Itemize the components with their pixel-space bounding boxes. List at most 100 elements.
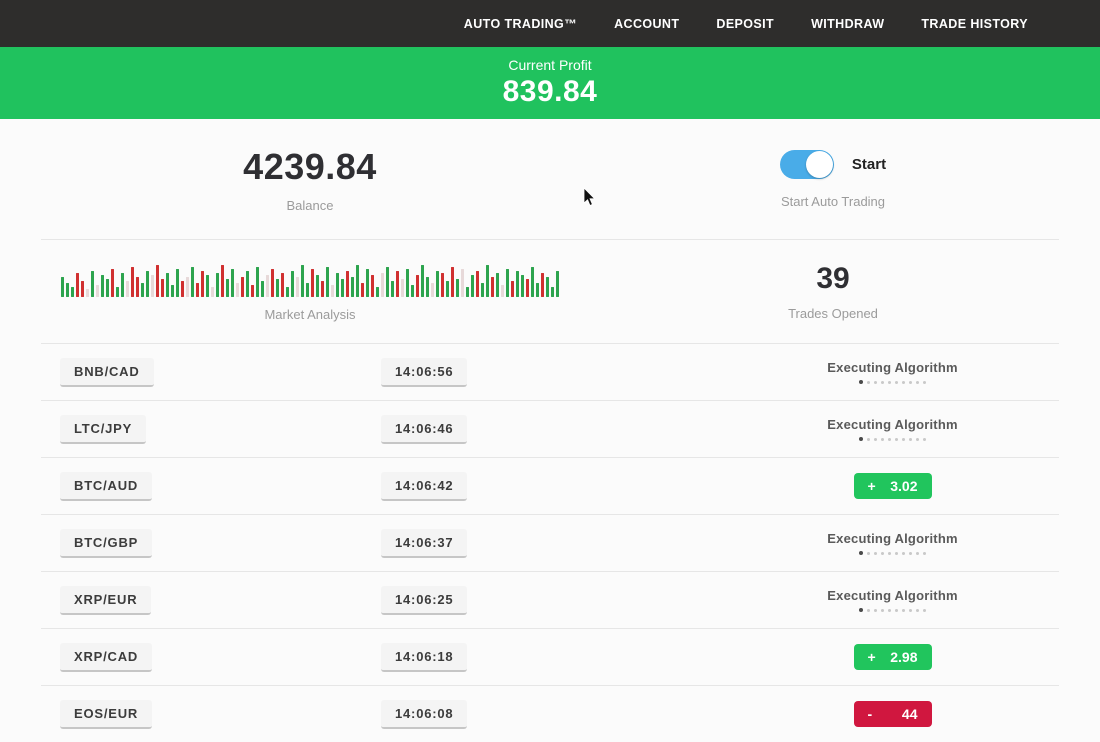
progress-dot <box>888 608 891 612</box>
market-bar <box>221 265 224 297</box>
executing-status: Executing Algorithm <box>726 531 1059 556</box>
market-bar <box>501 285 504 297</box>
market-bar <box>316 275 319 297</box>
market-bar <box>281 273 284 297</box>
progress-dot <box>859 608 863 613</box>
market-bar <box>551 287 554 297</box>
pair-chip[interactable]: LTC/JPY <box>60 414 147 444</box>
progress-dot <box>874 551 877 555</box>
market-bar <box>136 277 139 297</box>
market-bar <box>101 275 104 297</box>
market-bar <box>261 281 264 297</box>
executing-status: Executing Algorithm <box>726 588 1059 613</box>
market-bar <box>91 271 94 297</box>
market-bar <box>161 279 164 297</box>
balance-block: 4239.84 Balance <box>0 146 620 213</box>
market-bar <box>291 271 294 297</box>
time-cell: 14:06:37 <box>381 528 681 558</box>
progress-dot <box>874 608 877 612</box>
pair-cell: BTC/AUD <box>41 471 381 501</box>
market-bar <box>336 273 339 297</box>
pair-chip[interactable]: XRP/EUR <box>60 585 152 615</box>
progress-dot <box>909 437 912 441</box>
market-bar <box>401 279 404 297</box>
nav-item-deposit[interactable]: DEPOSIT <box>716 16 775 31</box>
market-bar <box>286 287 289 297</box>
time-cell: 14:06:56 <box>381 357 681 387</box>
market-bar <box>246 271 249 297</box>
market-bar <box>276 279 279 297</box>
trade-time-chip: 14:06:08 <box>381 699 468 729</box>
market-bar <box>296 277 299 297</box>
pair-chip[interactable]: BTC/AUD <box>60 471 153 501</box>
trades-opened-value: 39 <box>816 262 850 295</box>
market-bar <box>511 281 514 297</box>
market-bar <box>301 265 304 297</box>
pair-chip[interactable]: BNB/CAD <box>60 357 154 387</box>
progress-dot <box>902 551 905 555</box>
trade-time-chip: 14:06:46 <box>381 414 468 444</box>
trade-row: BTC/GBP 14:06:37 Executing Algorithm <box>41 515 1059 572</box>
market-bar <box>86 289 89 297</box>
market-bar <box>466 287 469 297</box>
market-bar <box>166 273 169 297</box>
executing-status: Executing Algorithm <box>726 417 1059 442</box>
progress-dot <box>895 551 898 555</box>
market-bar <box>456 279 459 297</box>
market-bar <box>181 281 184 297</box>
top-nav: AUTO TRADING™ ACCOUNT DEPOSIT WITHDRAW T… <box>0 0 1100 47</box>
market-bar <box>531 267 534 297</box>
trade-row: XRP/CAD 14:06:18 + 2.98 <box>41 629 1059 686</box>
market-bar <box>521 275 524 297</box>
executing-label: Executing Algorithm <box>827 530 958 546</box>
nav-item-auto-trading[interactable]: AUTO TRADING™ <box>463 16 578 31</box>
market-bar <box>231 269 234 297</box>
trades-opened-block: 39 Trades Opened <box>620 262 1100 321</box>
result-value: 44 <box>901 706 918 722</box>
market-bar <box>146 271 149 297</box>
market-bar <box>241 277 244 297</box>
trade-result-badge: - 44 <box>853 701 932 727</box>
time-cell: 14:06:18 <box>381 642 681 672</box>
market-bar <box>391 281 394 297</box>
market-bar <box>426 277 429 297</box>
status-cell: Executing Algorithm <box>681 417 1059 442</box>
progress-dot <box>902 608 905 612</box>
progress-dot <box>902 380 905 384</box>
current-profit-label: Current Profit <box>508 57 592 73</box>
progress-dots <box>726 551 1059 556</box>
market-bar <box>131 267 134 297</box>
nav-item-account[interactable]: ACCOUNT <box>614 16 680 31</box>
market-analysis-chart <box>0 261 620 297</box>
market-bar <box>191 267 194 297</box>
market-bar <box>331 285 334 297</box>
progress-dot <box>867 551 870 555</box>
pair-chip[interactable]: XRP/CAD <box>60 642 153 672</box>
market-bar <box>266 275 269 297</box>
market-bar <box>541 273 544 297</box>
progress-dot <box>909 608 912 612</box>
progress-dot <box>874 380 877 384</box>
progress-dot <box>867 380 870 384</box>
market-bar <box>71 287 74 297</box>
market-bar <box>236 283 239 297</box>
pair-chip[interactable]: BTC/GBP <box>60 528 153 558</box>
nav-item-withdraw[interactable]: WITHDRAW <box>811 16 885 31</box>
pair-chip[interactable]: EOS/EUR <box>60 699 153 729</box>
status-cell: Executing Algorithm <box>681 360 1059 385</box>
nav-item-trade-history[interactable]: TRADE HISTORY <box>921 16 1028 31</box>
market-analysis-label: Market Analysis <box>264 307 356 322</box>
market-bar <box>196 283 199 297</box>
progress-dot <box>888 551 891 555</box>
trade-row: LTC/JPY 14:06:46 Executing Algorithm <box>41 401 1059 458</box>
pair-cell: XRP/CAD <box>41 642 381 672</box>
progress-dot <box>895 380 898 384</box>
progress-dot <box>859 437 863 442</box>
market-bar <box>416 275 419 297</box>
auto-trading-toggle[interactable] <box>779 149 834 179</box>
market-bar <box>171 285 174 297</box>
progress-dot <box>902 437 905 441</box>
progress-dot <box>888 380 891 384</box>
market-bar <box>471 275 474 297</box>
market-bar <box>226 279 229 297</box>
